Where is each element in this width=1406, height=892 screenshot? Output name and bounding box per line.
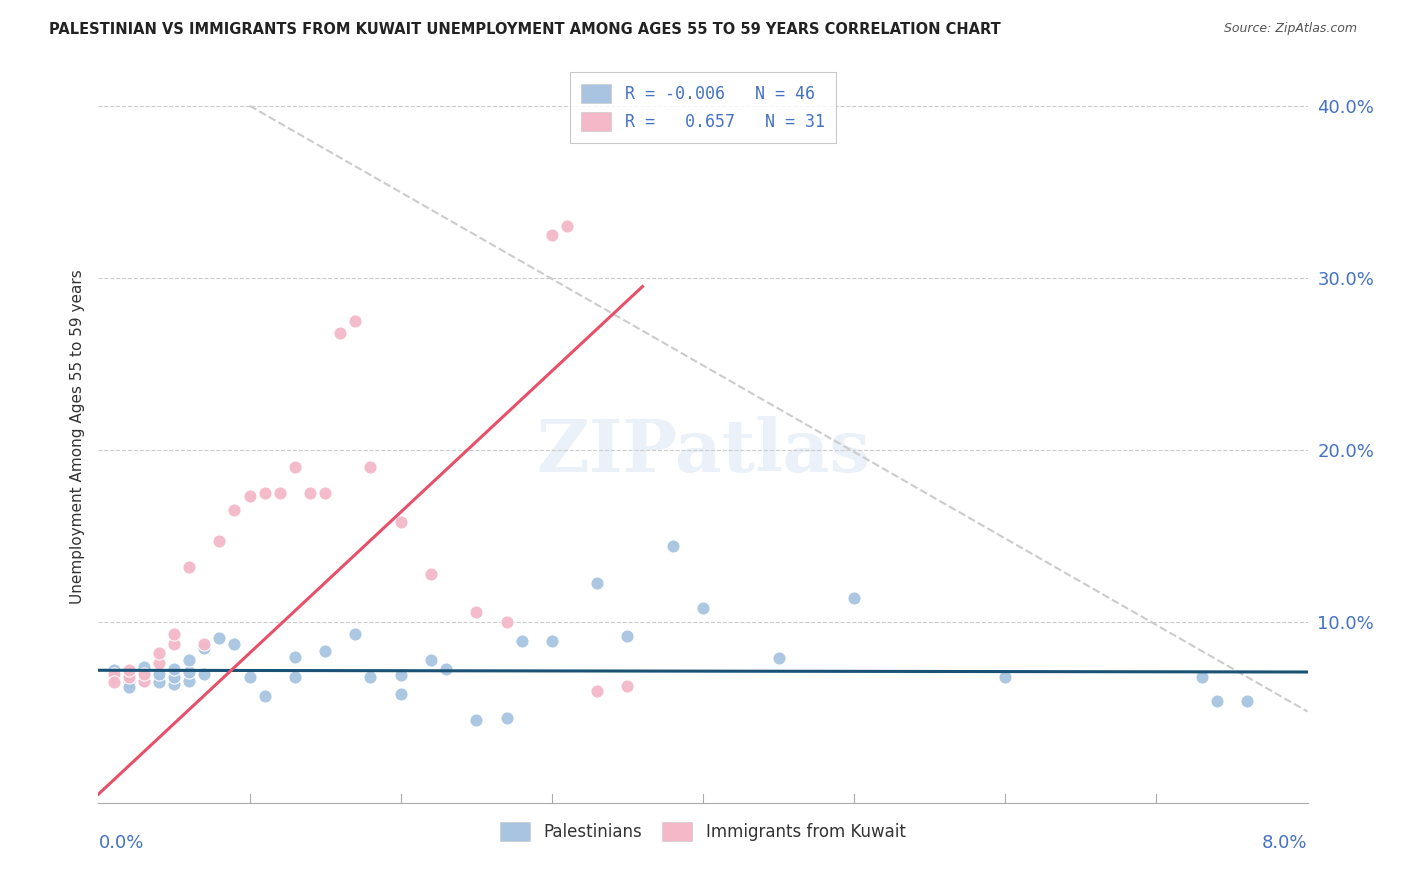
Point	[163, 677, 186, 691]
Point	[163, 662, 186, 676]
Point	[465, 605, 488, 619]
Point	[329, 326, 352, 340]
Point	[1206, 694, 1229, 708]
Point	[118, 675, 141, 690]
Point	[389, 687, 412, 701]
Text: Source: ZipAtlas.com: Source: ZipAtlas.com	[1223, 22, 1357, 36]
Point	[389, 668, 412, 682]
Point	[118, 681, 141, 695]
Point	[163, 627, 186, 641]
Point	[132, 665, 155, 679]
Point	[224, 637, 246, 651]
Point	[148, 675, 170, 690]
Point	[103, 675, 125, 690]
Point	[179, 665, 201, 679]
Point	[360, 460, 382, 475]
Point	[269, 486, 291, 500]
Point	[253, 486, 276, 500]
Point	[179, 673, 201, 688]
Point	[586, 575, 609, 590]
Point	[224, 503, 246, 517]
Point	[193, 666, 215, 681]
Text: PALESTINIAN VS IMMIGRANTS FROM KUWAIT UNEMPLOYMENT AMONG AGES 55 TO 59 YEARS COR: PALESTINIAN VS IMMIGRANTS FROM KUWAIT UN…	[49, 22, 1001, 37]
Point	[132, 673, 155, 688]
Point	[132, 666, 155, 681]
Point	[299, 486, 322, 500]
Point	[360, 670, 382, 684]
Point	[1236, 694, 1258, 708]
Point	[193, 637, 215, 651]
Point	[284, 649, 307, 664]
Text: 0.0%: 0.0%	[98, 834, 143, 852]
Point	[314, 486, 336, 500]
Point	[284, 670, 307, 684]
Point	[208, 631, 231, 645]
Point	[132, 660, 155, 674]
Point	[103, 663, 125, 677]
Text: 8.0%: 8.0%	[1263, 834, 1308, 852]
Point	[465, 713, 488, 727]
Point	[692, 601, 714, 615]
Point	[768, 651, 790, 665]
Point	[239, 670, 262, 684]
Point	[434, 662, 457, 676]
Legend: Palestinians, Immigrants from Kuwait: Palestinians, Immigrants from Kuwait	[492, 814, 914, 849]
Point	[179, 653, 201, 667]
Point	[284, 460, 307, 475]
Point	[540, 227, 562, 242]
Point	[661, 540, 683, 554]
Point	[118, 663, 141, 677]
Point	[844, 591, 866, 605]
Point	[148, 646, 170, 660]
Point	[994, 670, 1017, 684]
Point	[1191, 670, 1213, 684]
Point	[118, 670, 141, 684]
Point	[389, 516, 412, 530]
Point	[495, 711, 517, 725]
Point	[253, 689, 276, 703]
Point	[616, 679, 638, 693]
Point	[163, 637, 186, 651]
Y-axis label: Unemployment Among Ages 55 to 59 years: Unemployment Among Ages 55 to 59 years	[69, 269, 84, 605]
Point	[495, 615, 517, 629]
Point	[616, 629, 638, 643]
Point	[132, 673, 155, 688]
Point	[148, 666, 170, 681]
Point	[555, 219, 578, 234]
Point	[103, 666, 125, 681]
Text: ZIPatlas: ZIPatlas	[536, 417, 870, 487]
Point	[540, 634, 562, 648]
Point	[420, 566, 443, 581]
Point	[586, 684, 609, 698]
Point	[344, 627, 367, 641]
Point	[239, 490, 262, 504]
Point	[148, 657, 170, 671]
Point	[344, 314, 367, 328]
Point	[103, 670, 125, 684]
Point	[510, 634, 533, 648]
Point	[179, 560, 201, 574]
Point	[193, 640, 215, 655]
Point	[118, 666, 141, 681]
Point	[132, 670, 155, 684]
Point	[208, 534, 231, 549]
Point	[163, 670, 186, 684]
Point	[420, 653, 443, 667]
Point	[314, 644, 336, 658]
